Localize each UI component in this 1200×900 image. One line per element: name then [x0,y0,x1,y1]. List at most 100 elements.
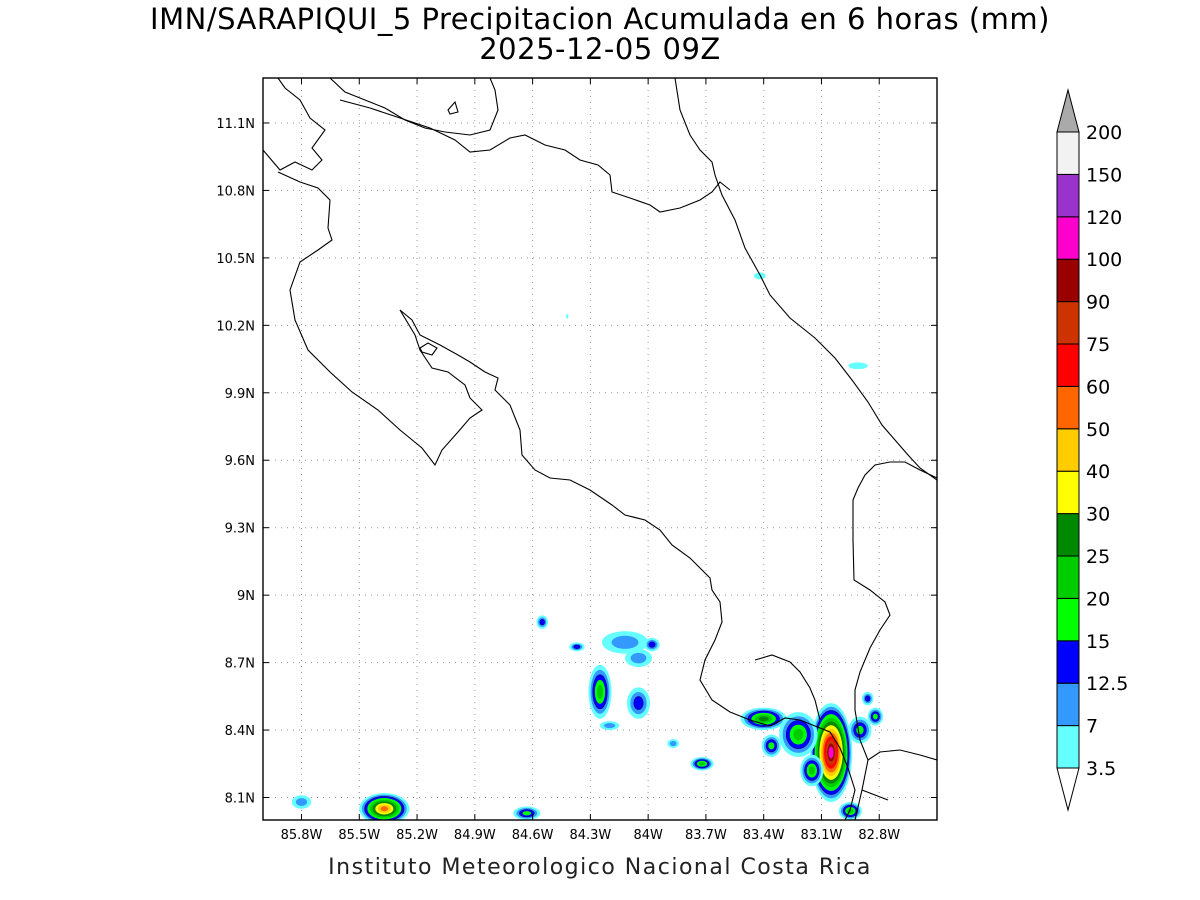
lat-tick-label: 8.4N [225,724,255,739]
precip-contour [380,806,389,812]
precip-contour [648,641,656,648]
precip-contour [793,728,804,741]
lat-tick-label: 10.5N [216,252,255,267]
legend-swatch [1056,131,1080,175]
precip-cell [359,793,410,820]
legend-label: 7 [1086,716,1098,738]
map-frame [262,77,938,821]
lon-tick-label: 83.4W [743,828,785,843]
precip-contour [604,722,616,729]
precip-contour [699,762,706,766]
credit-line: Instituto Meteorologico Nacional Costa R… [328,855,872,880]
lat-tick-label: 11.1N [216,117,255,132]
osa-peninsula [769,717,856,820]
legend-swatch [1056,555,1080,599]
precip-contour [295,798,308,806]
precip-cell [625,649,652,668]
legend-swatch [1056,682,1080,727]
longitude-axis: 85.8W 85.5W 85.2W 84.9W 84.6W 84.3W 84W 83.7W 83… [281,78,900,843]
precip-contour [522,811,532,816]
gulf-of-nicoya [399,309,771,727]
panama-pacific [867,749,937,761]
precip-cell [800,754,824,787]
precip-cell [848,716,872,744]
precip-cell [848,362,868,370]
legend-swatch [1056,470,1080,515]
legend-swatch [1056,216,1080,260]
precip-contour [611,635,639,649]
precip-cell [644,637,660,652]
chira-island [419,342,438,356]
pacific-coast-north [263,78,326,171]
legend-swatch [1056,597,1080,642]
legend-label: 150 [1086,164,1122,186]
lon-tick-label: 85.2W [396,828,438,843]
legend-swatch [1056,301,1080,345]
legend-swatch [1056,343,1080,387]
precip-cell [690,757,714,771]
precip-cell [667,739,679,749]
caribbean-coast [674,78,937,481]
lat-tick-label: 10.8N [216,184,255,199]
precip-contour [848,362,868,370]
map-gridlines [263,78,937,820]
legend-arrow-low [1056,767,1080,812]
precip-cell [566,314,569,319]
legend-swatch [1056,428,1080,472]
precip-cell [569,642,585,652]
precip-cell [838,802,862,820]
lon-tick-label: 84.9W [454,828,496,843]
precip-contour [573,644,581,650]
ometepe-fragment [447,100,459,115]
lon-tick-label: 84.6W [512,828,554,843]
precip-cell [761,734,782,758]
golfo-dulce-inner [754,654,821,721]
precip-cell [513,806,541,820]
legend-swatch [1056,640,1080,684]
precip-cell [536,615,549,629]
legend-swatch [1056,173,1080,218]
lon-tick-label: 85.5W [338,828,380,843]
legend-label: 90 [1086,292,1110,314]
precip-contour [597,684,603,699]
precip-cell [867,707,884,726]
precip-cell [626,687,651,719]
lat-tick-label: 10.2N [216,319,255,334]
nicoya-coast [277,171,483,467]
panama-border [852,461,937,820]
precip-contour [768,742,775,750]
precip-cell [599,721,620,731]
precip-cell [588,664,612,719]
precip-contour [633,696,644,710]
precip-contour [566,314,569,319]
coastline-borders [263,78,937,820]
legend-swatch [1056,725,1080,769]
precip-cell [861,691,874,706]
precip-contour [872,713,878,720]
lat-tick-label: 8.1N [225,792,255,807]
northern-border [339,99,731,213]
lon-tick-label: 84.3W [569,828,611,843]
precip-contour [864,695,871,702]
precip-contour [808,766,815,775]
legend-arrow-high [1056,88,1080,133]
lat-tick-label: 9.6N [225,454,255,469]
precip-contour [828,746,834,759]
legend-label: 200 [1086,122,1122,144]
legend-swatch [1056,513,1080,557]
lon-tick-label: 82.8W [858,828,900,843]
legend-label: 40 [1086,461,1110,483]
map-title: IMN/SARAPIQUI_5 Precipitacion Acumulada … [150,2,1050,36]
legend-swatch [1056,385,1080,430]
legend-label: 12.5 [1086,673,1128,695]
lat-tick-label: 8.7N [225,657,255,672]
latitude-axis: 8.1N 8.4N 8.7N 9N 9.3N 9.6N 9.9N 10.2N 10.5N 10.8… [216,117,937,807]
legend-label: 3.5 [1086,758,1116,780]
lat-tick-label: 9N [237,589,255,604]
precip-contour [669,740,677,747]
legend-label: 100 [1086,249,1122,271]
lake-nicaragua-shore [329,78,499,136]
legend-label: 30 [1086,504,1110,526]
